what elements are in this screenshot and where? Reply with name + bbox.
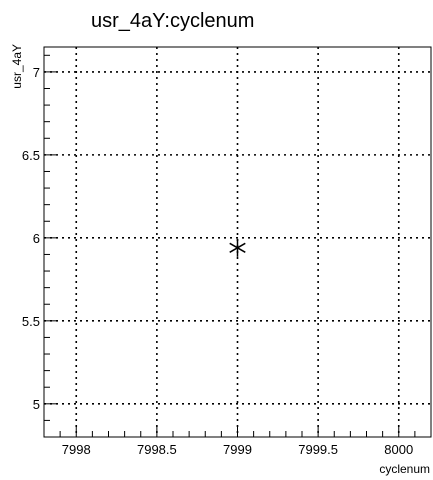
x-tick-label: 7999 bbox=[223, 442, 252, 457]
data-point-stroke bbox=[229, 242, 246, 253]
tick-label-layer: 7998 7998.5 7999 7999.5 8000 5 5.5 6 6.5 7 bbox=[22, 65, 413, 457]
y-axis-label: usr_4aY bbox=[10, 44, 24, 89]
x-tick-label: 7998 bbox=[62, 442, 91, 457]
y-tick-label: 6.5 bbox=[22, 148, 40, 163]
x-tick-label: 7998.5 bbox=[137, 442, 177, 457]
grid-layer bbox=[44, 47, 431, 437]
x-axis-label: cyclenum bbox=[379, 462, 430, 476]
point-layer bbox=[229, 238, 246, 257]
chart-title: usr_4aY:cyclenum bbox=[91, 10, 254, 32]
x-tick-label: 7999.5 bbox=[298, 442, 338, 457]
tick-layer bbox=[43, 54, 432, 438]
data-point bbox=[229, 238, 246, 257]
y-tick-label: 5.5 bbox=[22, 314, 40, 329]
y-tick-label: 5 bbox=[33, 397, 40, 412]
y-tick-label: 6 bbox=[33, 231, 40, 246]
y-tick-label: 7 bbox=[33, 65, 40, 80]
x-tick-label: 8000 bbox=[384, 442, 413, 457]
